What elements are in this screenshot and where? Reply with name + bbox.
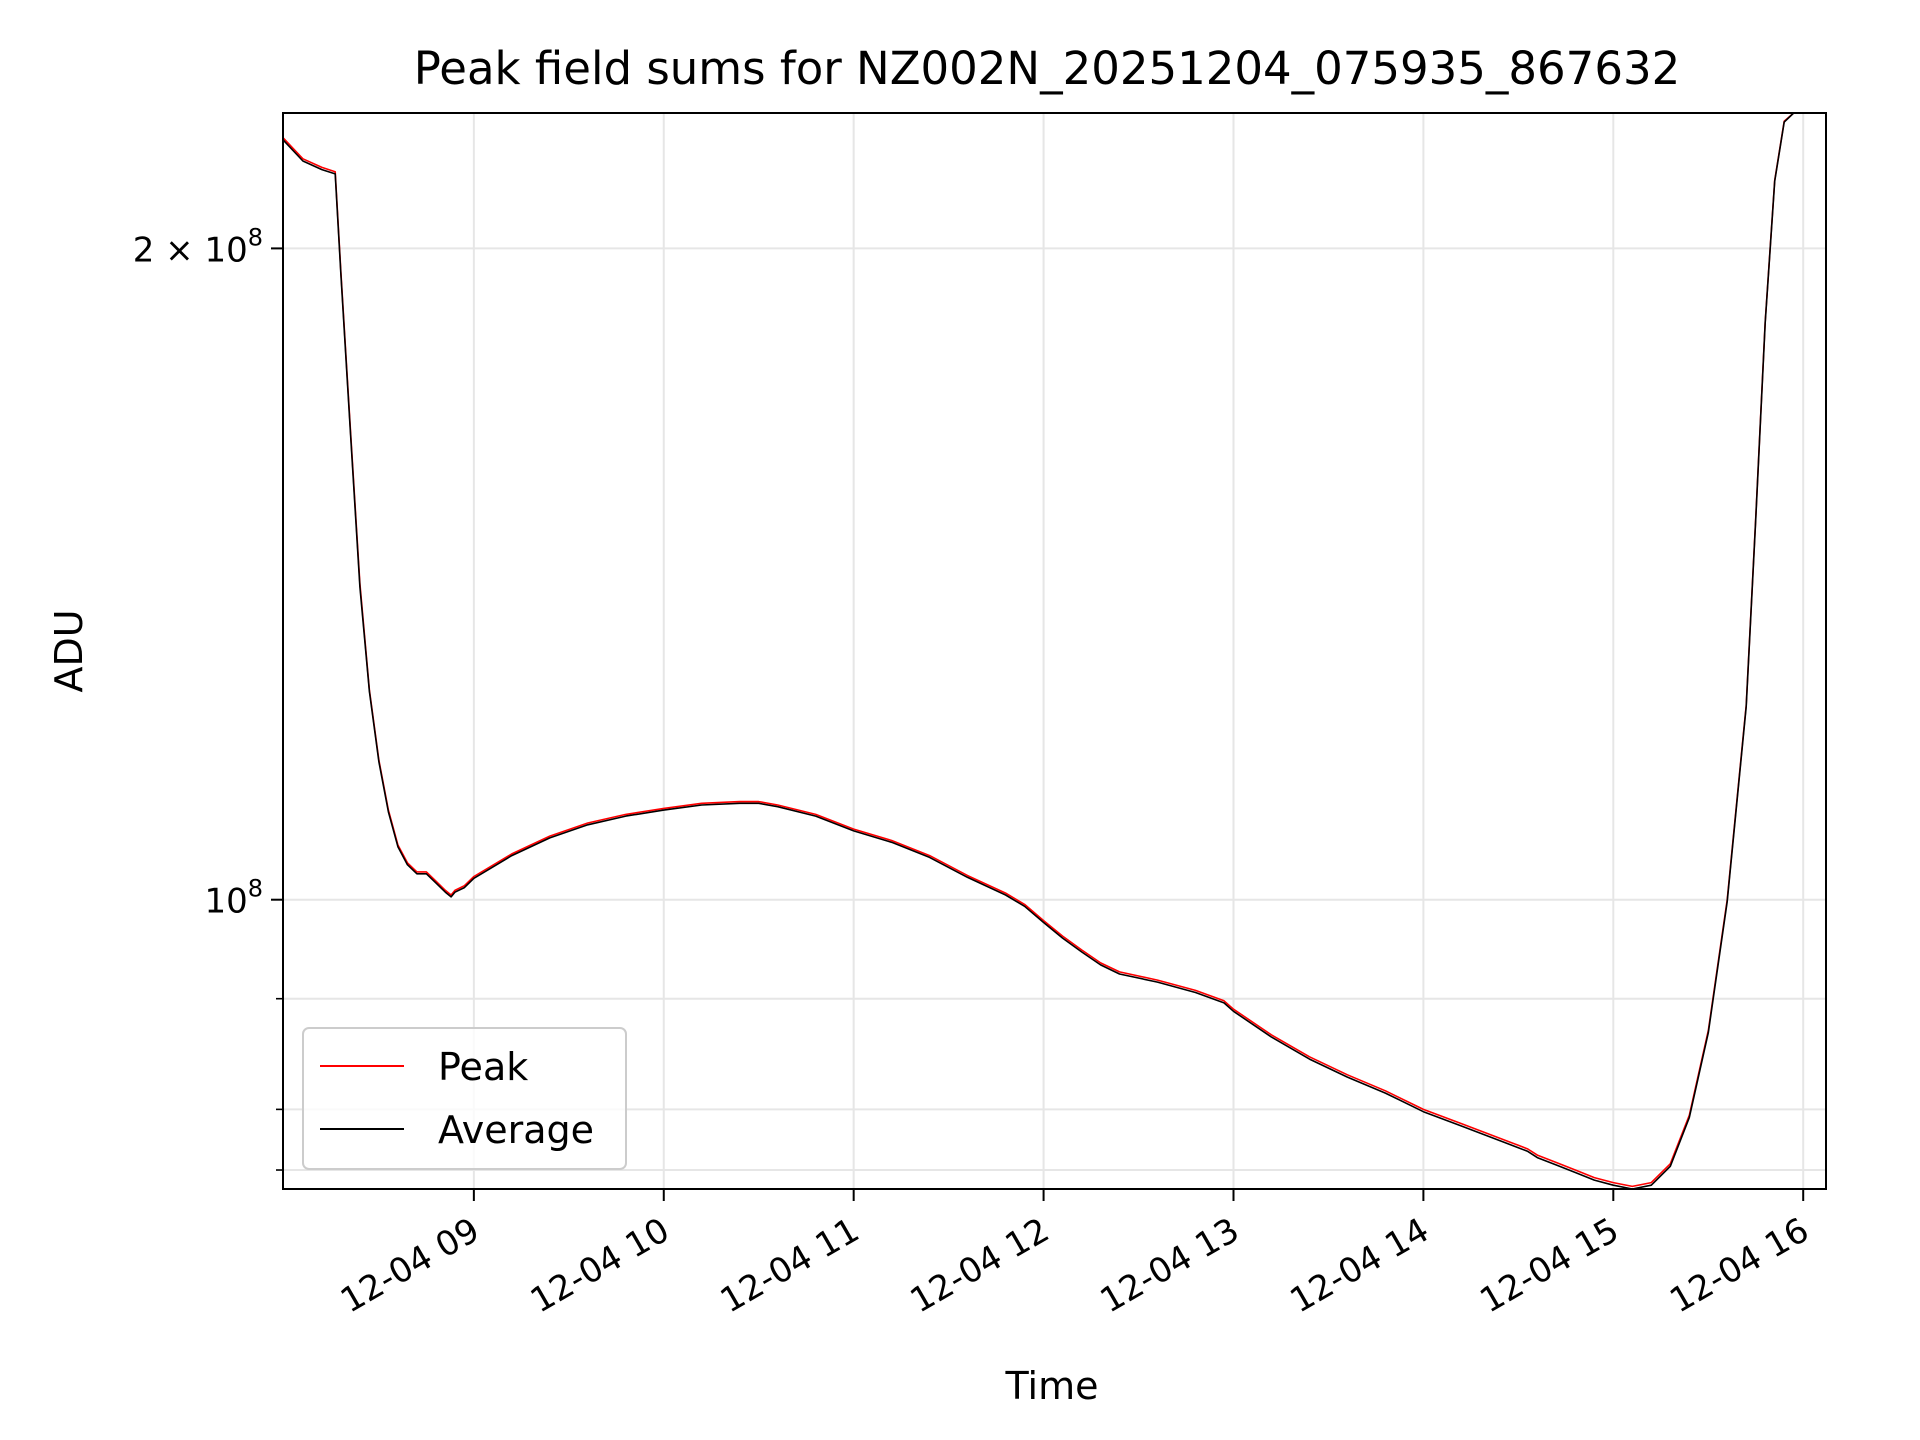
x-axis: 12-04 09 12-04 10 12-04 11 12-04 12 12-04 13… bbox=[334, 1189, 1816, 1321]
x-tick-label: 12-04 15 bbox=[1473, 1210, 1625, 1321]
series-line-peak bbox=[282, 112, 1826, 1188]
legend: Peak Average bbox=[302, 1027, 627, 1170]
y-tick-label: 2 × 108 bbox=[133, 223, 263, 270]
x-tick-label: 12-04 09 bbox=[334, 1210, 486, 1321]
x-tick-label: 12-04 13 bbox=[1094, 1210, 1246, 1321]
y-tick-exponent: 8 bbox=[248, 223, 263, 251]
plot-lines bbox=[282, 112, 1826, 1190]
x-tick-label: 12-04 11 bbox=[714, 1210, 866, 1321]
series-line-average bbox=[282, 112, 1826, 1190]
y-tick-base: 2 × 10 bbox=[133, 230, 248, 270]
x-tick-label: 12-04 16 bbox=[1663, 1210, 1815, 1321]
x-tick-label: 12-04 14 bbox=[1284, 1210, 1436, 1321]
legend-box bbox=[302, 1027, 627, 1170]
y-tick-exponent: 8 bbox=[248, 875, 263, 903]
y-axis-label: ADU bbox=[47, 609, 91, 692]
y-tick-label: 108 bbox=[204, 875, 263, 922]
x-tick-label: 12-04 12 bbox=[904, 1210, 1056, 1321]
legend-peak-label: Peak bbox=[438, 1045, 528, 1089]
y-tick-base: 10 bbox=[204, 882, 247, 922]
legend-average-label: Average bbox=[438, 1108, 594, 1152]
chart-title: Peak field sums for NZ002N_20251204_0759… bbox=[414, 42, 1680, 95]
x-axis-label: Time bbox=[1005, 1364, 1099, 1408]
x-tick-label: 12-04 10 bbox=[524, 1210, 676, 1321]
plot-frame bbox=[282, 112, 1827, 1190]
